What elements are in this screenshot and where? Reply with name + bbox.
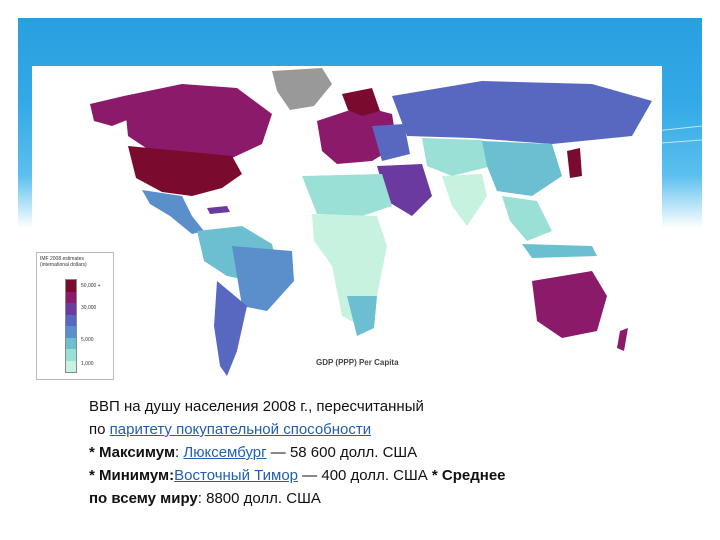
world-map bbox=[32, 66, 662, 388]
australia bbox=[532, 271, 607, 338]
scandinavia bbox=[342, 88, 380, 116]
caption-line-2: по паритету покупательной способности bbox=[89, 418, 649, 441]
caption-max: * Максимум: Люксембург — 58 600 долл. СШ… bbox=[89, 441, 649, 464]
southern-africa bbox=[347, 296, 377, 336]
caption-text: по bbox=[89, 421, 110, 438]
legend-tick: 30,000 bbox=[81, 305, 97, 311]
canada bbox=[124, 84, 272, 158]
east-timor-link[interactable]: Восточный Тимор bbox=[174, 467, 299, 484]
avg-label: * Среднее bbox=[431, 467, 506, 484]
max-value: — 58 600 долл. США bbox=[266, 444, 418, 461]
avg-label-2: по всему миру bbox=[89, 490, 198, 507]
caption-avg: по всему миру: 8800 долл. США bbox=[89, 487, 649, 510]
japan bbox=[567, 148, 582, 178]
russia bbox=[392, 81, 652, 144]
mexico bbox=[142, 190, 204, 234]
brazil bbox=[232, 246, 294, 311]
max-label: * Максимум bbox=[89, 444, 176, 461]
new-zealand bbox=[617, 328, 628, 351]
legend-tick: 50,000 + bbox=[81, 283, 101, 289]
china bbox=[482, 141, 562, 196]
usa bbox=[128, 146, 242, 196]
legend-title: IMF 2008 estimates (international dollar… bbox=[40, 256, 87, 268]
min-label: * Минимум: bbox=[89, 467, 175, 484]
legend-tick: 5,000 bbox=[81, 337, 94, 343]
caribbean bbox=[207, 206, 230, 214]
min-value: — 400 долл. США bbox=[298, 467, 432, 484]
legend-color-bar bbox=[65, 279, 77, 373]
luxembourg-link[interactable]: Люксембург bbox=[183, 444, 267, 461]
greenland bbox=[272, 68, 332, 110]
ppp-link[interactable]: паритету покупательной способности bbox=[109, 421, 372, 438]
map-legend: IMF 2008 estimates (international dollar… bbox=[36, 252, 114, 380]
alaska bbox=[90, 96, 132, 126]
map-title: GDP (PPP) Per Capita bbox=[316, 358, 399, 367]
central-asia bbox=[422, 138, 492, 176]
avg-value: : 8800 долл. США bbox=[197, 490, 321, 507]
indonesia bbox=[522, 244, 597, 258]
caption-min: * Минимум:Восточный Тимор — 400 долл. СШ… bbox=[89, 464, 649, 487]
europe bbox=[317, 106, 397, 164]
caption-line-1: ВВП на душу населения 2008 г., пересчита… bbox=[89, 398, 424, 415]
legend-tick: 1,000 bbox=[81, 361, 94, 367]
india bbox=[442, 174, 487, 226]
north-africa bbox=[302, 174, 392, 216]
eastern-europe bbox=[372, 124, 410, 161]
southeast-asia bbox=[502, 196, 552, 241]
caption: ВВП на душу населения 2008 г., пересчита… bbox=[89, 395, 649, 510]
southern-cone bbox=[214, 281, 247, 376]
caption-text: : bbox=[175, 444, 184, 461]
